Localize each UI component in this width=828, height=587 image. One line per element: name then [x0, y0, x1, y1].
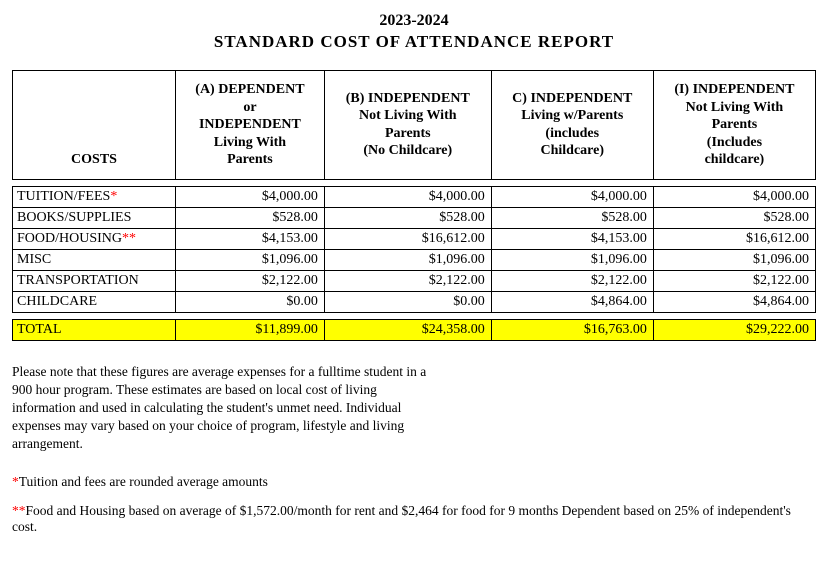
- amount-cell: $1,096.00: [491, 249, 653, 270]
- table-row: BOOKS/SUPPLIES$528.00$528.00$528.00$528.…: [13, 207, 816, 228]
- table-row: CHILDCARE$0.00$0.00$4,864.00$4,864.00: [13, 291, 816, 312]
- amount-cell: $4,000.00: [324, 186, 491, 207]
- amount-cell: $2,122.00: [324, 270, 491, 291]
- amount-cell: $528.00: [653, 207, 815, 228]
- amount-cell: $16,612.00: [653, 228, 815, 249]
- footnote-1-star: *: [12, 474, 19, 489]
- total-row: TOTAL $11,899.00 $24,358.00 $16,763.00 $…: [13, 319, 816, 340]
- col-header-a: (A) DEPENDENTorINDEPENDENTLiving WithPar…: [176, 71, 325, 180]
- col-header-c: C) INDEPENDENTLiving w/Parents(includesC…: [491, 71, 653, 180]
- table-row: FOOD/HOUSING**$4,153.00$16,612.00$4,153.…: [13, 228, 816, 249]
- col-header-i: (I) INDEPENDENTNot Living WithParents(In…: [653, 71, 815, 180]
- amount-cell: $1,096.00: [653, 249, 815, 270]
- amount-cell: $16,612.00: [324, 228, 491, 249]
- total-i: $29,222.00: [653, 319, 815, 340]
- footnote-1-text: Tuition and fees are rounded average amo…: [19, 474, 268, 489]
- amount-cell: $0.00: [324, 291, 491, 312]
- row-label-suffix: **: [122, 231, 136, 246]
- footnote-1: *Tuition and fees are rounded average am…: [12, 474, 816, 490]
- total-c: $16,763.00: [491, 319, 653, 340]
- amount-cell: $2,122.00: [176, 270, 325, 291]
- row-label: MISC: [13, 249, 176, 270]
- notes-paragraph: Please note that these figures are avera…: [12, 363, 432, 454]
- amount-cell: $4,153.00: [491, 228, 653, 249]
- page-title: STANDARD COST OF ATTENDANCE REPORT: [12, 32, 816, 52]
- row-label: CHILDCARE: [13, 291, 176, 312]
- page-year: 2023-2024: [12, 12, 816, 30]
- total-label: TOTAL: [13, 319, 176, 340]
- row-label: BOOKS/SUPPLIES: [13, 207, 176, 228]
- amount-cell: $2,122.00: [491, 270, 653, 291]
- footnote-2: **Food and Housing based on average of $…: [12, 503, 816, 535]
- table-row: MISC$1,096.00$1,096.00$1,096.00$1,096.00: [13, 249, 816, 270]
- row-label: FOOD/HOUSING**: [13, 228, 176, 249]
- amount-cell: $4,000.00: [176, 186, 325, 207]
- table-row: TRANSPORTATION$2,122.00$2,122.00$2,122.0…: [13, 270, 816, 291]
- footnote-2-star: **: [12, 503, 26, 518]
- col-header-costs: COSTS: [13, 71, 176, 180]
- amount-cell: $4,000.00: [653, 186, 815, 207]
- amount-cell: $528.00: [491, 207, 653, 228]
- row-label: TUITION/FEES*: [13, 186, 176, 207]
- amount-cell: $4,153.00: [176, 228, 325, 249]
- amount-cell: $528.00: [176, 207, 325, 228]
- amount-cell: $4,000.00: [491, 186, 653, 207]
- table-row: TUITION/FEES*$4,000.00$4,000.00$4,000.00…: [13, 186, 816, 207]
- col-header-b: (B) INDEPENDENTNot Living WithParents(No…: [324, 71, 491, 180]
- amount-cell: $1,096.00: [176, 249, 325, 270]
- amount-cell: $2,122.00: [653, 270, 815, 291]
- row-label: TRANSPORTATION: [13, 270, 176, 291]
- total-b: $24,358.00: [324, 319, 491, 340]
- amount-cell: $0.00: [176, 291, 325, 312]
- cost-table: COSTS (A) DEPENDENTorINDEPENDENTLiving W…: [12, 70, 816, 341]
- amount-cell: $528.00: [324, 207, 491, 228]
- amount-cell: $1,096.00: [324, 249, 491, 270]
- amount-cell: $4,864.00: [491, 291, 653, 312]
- footnote-2-text: Food and Housing based on average of $1,…: [12, 503, 791, 534]
- total-a: $11,899.00: [176, 319, 325, 340]
- row-label-suffix: *: [110, 189, 117, 204]
- amount-cell: $4,864.00: [653, 291, 815, 312]
